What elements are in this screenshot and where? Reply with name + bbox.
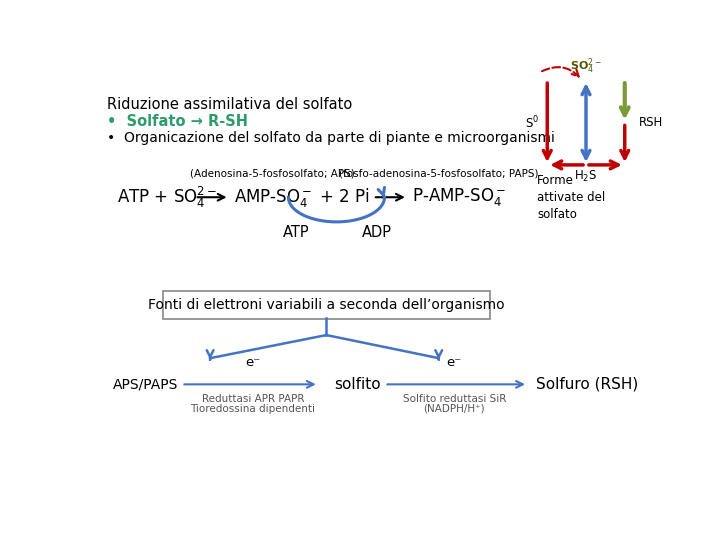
Text: Solfuro (RSH): Solfuro (RSH) bbox=[536, 377, 638, 392]
Text: H$_2$S: H$_2$S bbox=[575, 168, 598, 184]
Text: Fonti di elettroni variabili a seconda dell’organismo: Fonti di elettroni variabili a seconda d… bbox=[148, 298, 505, 312]
Text: ATP + SO$_4^{2-}$: ATP + SO$_4^{2-}$ bbox=[117, 185, 217, 210]
Text: APS/PAPS: APS/PAPS bbox=[113, 377, 179, 392]
Text: RSH: RSH bbox=[639, 116, 663, 129]
Text: (NADPH/H⁺): (NADPH/H⁺) bbox=[423, 403, 485, 414]
Text: Tioredossina dipendenti: Tioredossina dipendenti bbox=[190, 403, 315, 414]
Text: •  Solfato → R-SH: • Solfato → R-SH bbox=[107, 114, 248, 129]
Text: Riduzione assimilativa del solfato: Riduzione assimilativa del solfato bbox=[107, 97, 352, 112]
Text: e⁻: e⁻ bbox=[446, 356, 462, 369]
Text: Forme
attivate del
solfato: Forme attivate del solfato bbox=[537, 174, 606, 221]
Text: P-AMP-SO$_4^-$: P-AMP-SO$_4^-$ bbox=[413, 186, 507, 208]
Text: ADP: ADP bbox=[361, 225, 392, 240]
FancyBboxPatch shape bbox=[163, 291, 490, 319]
Text: ATP: ATP bbox=[283, 225, 310, 240]
Text: SO$_4^{2-}$: SO$_4^{2-}$ bbox=[570, 57, 602, 76]
Text: e⁻: e⁻ bbox=[245, 356, 261, 369]
Text: solfito: solfito bbox=[334, 377, 381, 392]
Text: (fosfo-adenosina-5-fosfosolfato; PAPS): (fosfo-adenosina-5-fosfosolfato; PAPS) bbox=[339, 169, 539, 179]
Text: •  Organicazione del solfato da parte di piante e microorganismi: • Organicazione del solfato da parte di … bbox=[107, 131, 555, 145]
Text: Solfito reduttasi SiR: Solfito reduttasi SiR bbox=[402, 394, 506, 403]
Text: Reduttasi APR PAPR: Reduttasi APR PAPR bbox=[202, 394, 304, 403]
Text: AMP-SO$_4^-$ + 2 Pi: AMP-SO$_4^-$ + 2 Pi bbox=[234, 186, 370, 209]
Text: (Adenosina-5-fosfosolfato; APS): (Adenosina-5-fosfosolfato; APS) bbox=[190, 169, 354, 179]
Text: S$^0$: S$^0$ bbox=[526, 114, 539, 131]
